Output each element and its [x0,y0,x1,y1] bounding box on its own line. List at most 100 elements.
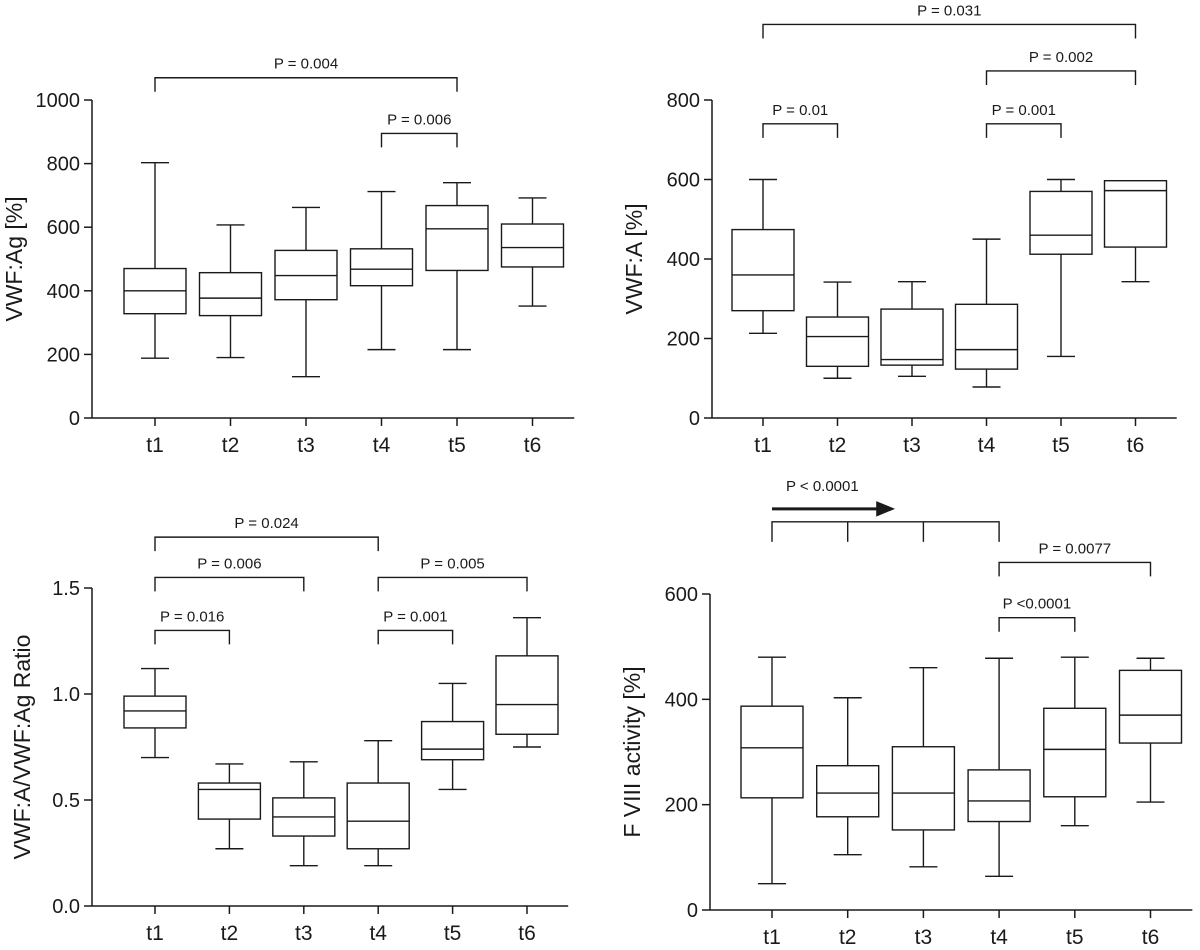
iqr-box [198,271,263,317]
y-tick-label: 800 [667,90,700,112]
chart-panel-4: 0 200 400 600 t1 t2 t3 t4 t5 t6 F VIII activity [%… [619,478,1193,949]
x-tick-label: t2 [222,434,240,457]
box-t6 [1118,657,1183,803]
iqr-box [500,223,565,268]
significance-bracket: P = 0.001 [985,102,1062,138]
x-tick-label: t4 [990,926,1008,949]
x-tick-label: t2 [829,434,847,457]
box-t1 [123,667,187,759]
box-t2 [805,281,870,379]
box-t2 [198,224,263,359]
p-value-label: P = 0.005 [420,555,484,572]
y-axis-title: VWF:A/VWF:Ag Ratio [9,635,35,860]
x-tick-label: t2 [221,922,239,945]
y-tick-label: 800 [47,154,80,176]
box-t4 [954,238,1019,388]
box-t5 [420,682,485,791]
p-value-label: P <0.0001 [1003,596,1072,613]
p-value-label: P = 0.0077 [1038,540,1111,557]
trend-arrow-head [876,501,896,517]
y-tick-label: 400 [47,281,80,303]
iqr-box [1043,707,1107,798]
x-tick-label: t4 [373,434,391,457]
box-t2 [197,763,262,850]
significance-bracket: P = 0.016 [154,608,231,645]
significance-bracket: P = 0.024 [154,515,379,552]
significance-bracket: P = 0.0077 [998,540,1152,577]
x-tick-label: t4 [369,922,387,945]
y-tick-label: 0 [687,900,698,922]
p-value-label: P = 0.031 [917,2,981,19]
y-tick-label: 400 [667,249,700,271]
p-value-label: P = 0.004 [274,56,338,73]
y-tick-label: 0 [69,408,80,430]
y-tick-label: 600 [665,584,698,606]
y-tick-label: 600 [667,170,700,192]
y-tick-label: 1000 [36,90,81,112]
x-tick-label: t1 [754,434,772,457]
iqr-box [197,782,262,820]
bracket-line [998,561,1152,577]
p-value-label: P = 0.001 [383,608,447,625]
iqr-box [1029,190,1093,255]
box-t6 [495,616,559,748]
iqr-box [420,720,485,761]
x-tick-label: t5 [1066,926,1084,949]
y-tick-label: 200 [667,329,700,351]
iqr-box [954,303,1019,370]
box-t3 [891,667,956,868]
x-tick-label: t3 [915,926,933,949]
y-tick-label: 200 [47,344,80,366]
box-t1 [740,656,804,885]
iqr-box [891,746,956,831]
iqr-box [816,764,880,818]
p-value-label: P = 0.01 [772,102,828,119]
bracket-line [762,123,839,138]
significance-bracket: P <0.0001 [998,596,1076,632]
x-tick-label: t1 [146,922,164,945]
significance-bracket: P = 0.006 [154,555,305,592]
iqr-box [731,228,795,312]
p-value-label: P = 0.016 [160,608,224,625]
iqr-box [740,705,804,799]
y-tick-label: 400 [665,689,698,711]
y-tick-label: 600 [47,217,80,239]
bracket-line [154,536,379,552]
bracket-line [154,576,305,592]
y-tick-label: 0 [689,408,700,430]
iqr-box [123,695,187,729]
y-tick-label: 200 [665,795,698,817]
box-t4 [967,657,1031,877]
x-tick-label: t6 [518,922,536,945]
p-value-label: P = 0.001 [992,102,1056,119]
iqr-box [495,655,559,735]
iqr-box [425,204,489,272]
iqr-box [1103,179,1168,248]
y-tick-label: 1.0 [52,684,80,706]
bracket-line [377,629,454,645]
bracket-line [771,521,1000,542]
box-t6 [1103,179,1168,283]
p-value-label: P = 0.024 [234,515,298,532]
p-value-label: P = 0.002 [1029,49,1093,66]
iqr-box [349,248,414,287]
bracket-line [377,576,528,592]
bracket-line [154,77,458,92]
y-tick-label: 0.5 [52,790,80,812]
x-tick-label: t1 [763,926,781,949]
box-t4 [346,739,410,867]
x-tick-label: t1 [146,434,164,457]
significance-bracket: P = 0.031 [762,2,1137,39]
significance-bracket: P = 0.004 [154,56,458,92]
p-value-label: P < 0.0001 [786,478,859,495]
iqr-box [967,769,1031,823]
significance-bracket: P = 0.005 [377,555,528,592]
box-t3 [274,206,338,378]
trend-bracket: P < 0.0001 [771,478,1000,542]
box-t4 [349,190,414,351]
bracket-line [154,629,231,645]
p-value-label: P = 0.006 [197,555,261,572]
significance-bracket: P = 0.006 [380,111,458,148]
box-t1 [731,178,795,335]
bracket-line [762,23,1137,39]
